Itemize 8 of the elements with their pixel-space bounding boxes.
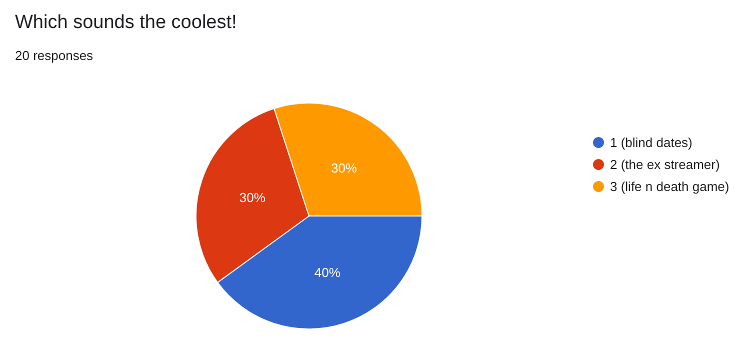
chart-title: Which sounds the coolest! <box>15 12 237 33</box>
data-label: 40% <box>314 265 341 280</box>
text: 20 responses <box>15 48 94 63</box>
legend-label: 2 (the ex streamer) <box>610 157 720 172</box>
legend-label: 1 (blind dates) <box>610 135 692 150</box>
legend-label: 3 (life n death game) <box>610 179 730 194</box>
data-label: 30% <box>239 190 266 206</box>
data-label: 30% <box>330 160 358 176</box>
